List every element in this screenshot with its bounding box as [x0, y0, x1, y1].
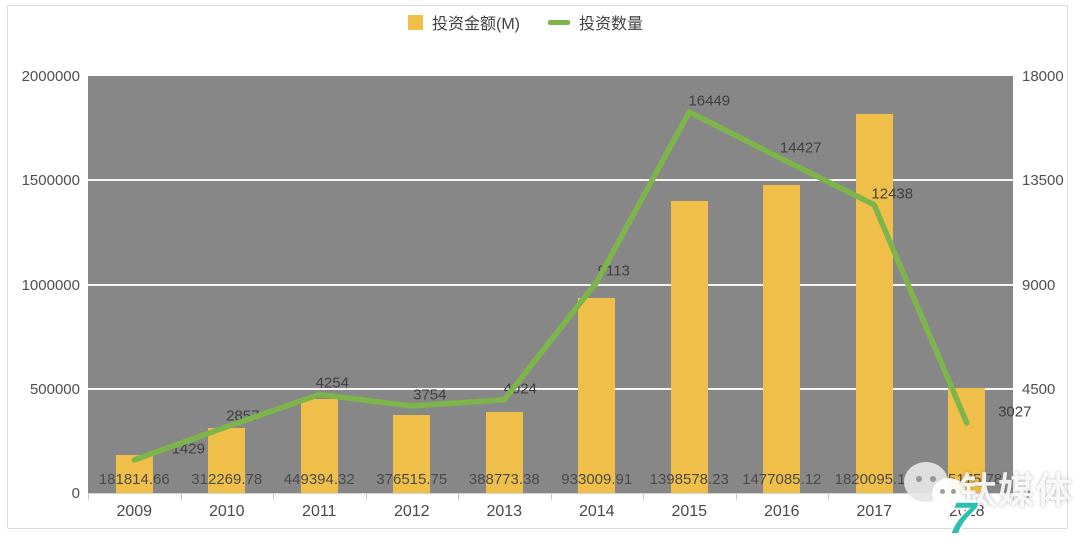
bar-value-label: 376515.75 — [376, 471, 448, 488]
line-point-label: 3754 — [413, 386, 447, 404]
line-point-label: 4254 — [315, 374, 349, 392]
line-swatch-icon — [548, 19, 570, 25]
x-axis-label: 2011 — [302, 503, 337, 520]
x-axis-tick — [643, 493, 644, 500]
y-axis-tick-right: 4500 — [1022, 380, 1056, 398]
bar-value-label: 1398578.23 — [649, 471, 729, 488]
grid-line — [88, 283, 1013, 286]
x-axis-tick — [920, 493, 922, 500]
x-axis-label: 2014 — [578, 503, 615, 520]
bar — [208, 427, 246, 493]
investment-count-line — [131, 109, 970, 463]
legend-item-investment-amount: 投资金额(M) — [408, 10, 520, 34]
bar-value-label: 449394.32 — [283, 471, 355, 488]
x-axis-tick — [365, 493, 367, 500]
x-axis-label: 2018 — [948, 503, 985, 520]
y-axis-tick-left: 0 — [71, 485, 80, 502]
bar-swatch-icon — [408, 14, 423, 30]
x-axis-label: 2016 — [763, 503, 800, 520]
line-point-label: 16449 — [688, 92, 731, 110]
x-axis-label: 2015 — [671, 503, 708, 520]
line-point-label: 3027 — [998, 403, 1032, 421]
x-axis-tick — [458, 493, 459, 500]
legend-label: 投资金额(M) — [432, 16, 520, 33]
x-axis-tick — [88, 493, 89, 500]
bar — [670, 201, 708, 493]
bar — [948, 387, 986, 493]
x-axis-tick — [828, 493, 829, 500]
legend-label: 投资数量 — [579, 16, 644, 33]
legend-item-investment-count: 投资数量 — [548, 10, 643, 34]
x-axis-tick — [273, 493, 274, 500]
y-axis-tick-right: 18000 — [1022, 68, 1064, 85]
bar-value-label: 933009.91 — [561, 471, 633, 488]
bar — [763, 185, 801, 493]
grid-line — [88, 179, 1013, 182]
bar — [485, 411, 523, 493]
x-axis-label: 2017 — [856, 503, 893, 520]
y-axis-tick-right: 9000 — [1022, 276, 1056, 294]
bar-value-label: 1477085.12 — [742, 471, 822, 488]
y-axis-tick-left: 500000 — [29, 380, 80, 398]
x-axis-label: 2010 — [208, 503, 245, 520]
bar-value-label: 181814.66 — [98, 471, 170, 488]
bar-value-label: 312269.78 — [191, 471, 263, 488]
x-axis-label: 2009 — [116, 503, 153, 520]
x-axis-label: 2012 — [393, 503, 430, 520]
bar — [300, 399, 338, 493]
x-axis-tick — [1013, 493, 1014, 500]
y-axis-tick-right: 0 — [1022, 485, 1031, 502]
x-axis-tick — [180, 493, 182, 500]
y-axis-tick-right: 13500 — [1022, 172, 1064, 190]
bar-value-label: 388773.38 — [468, 471, 540, 488]
grid-line — [88, 387, 1013, 390]
y-axis-tick-left: 1000000 — [21, 276, 80, 294]
bar-value-label: 1820095.17 — [834, 471, 914, 488]
line-point-label: 12438 — [871, 185, 914, 203]
line-point-label: 14427 — [779, 139, 822, 157]
y-axis-tick-left: 1500000 — [21, 172, 80, 190]
bar — [393, 414, 431, 493]
x-axis-tick — [735, 493, 737, 500]
y-axis-tick-left: 2000000 — [21, 68, 80, 85]
bar — [578, 298, 616, 493]
x-axis-tick — [550, 493, 552, 500]
chart-legend: 投资金额(M) 投资数量 — [408, 10, 661, 34]
x-axis-label: 2013 — [486, 503, 523, 520]
bar — [855, 113, 893, 493]
